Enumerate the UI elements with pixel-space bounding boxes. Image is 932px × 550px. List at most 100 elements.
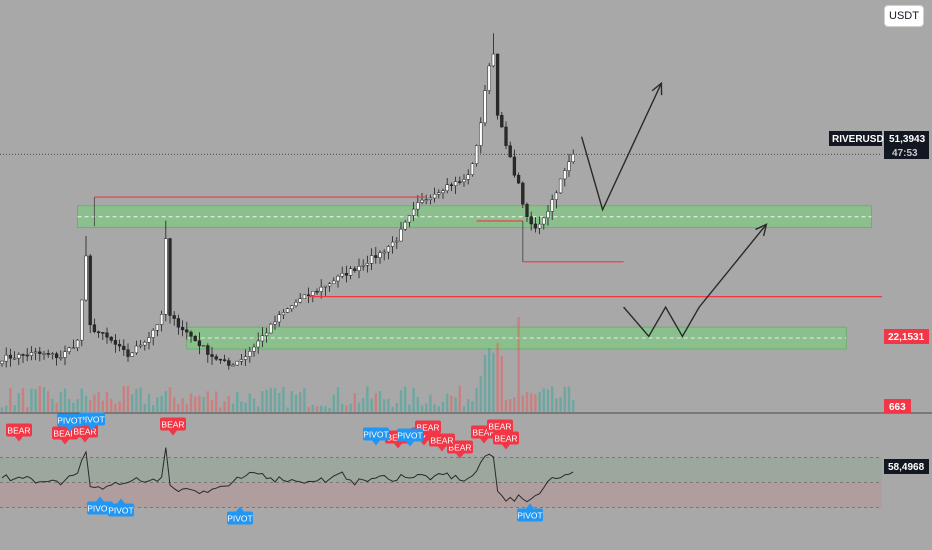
candle-body: [403, 221, 407, 230]
candle-body: [483, 90, 487, 124]
candle-body: [374, 255, 378, 258]
candle-body: [222, 359, 227, 361]
candle-body: [399, 228, 403, 242]
volume-bar: [294, 394, 298, 412]
candle-body: [449, 184, 454, 186]
candle-body: [231, 364, 235, 367]
volume-bar: [328, 407, 331, 412]
candle-body: [424, 199, 428, 201]
bear-tag-pointer: [81, 437, 89, 443]
price-pane: [0, 33, 882, 412]
candle-body: [285, 308, 290, 313]
volume-bar: [395, 402, 398, 412]
volume-bar: [425, 403, 428, 412]
volume-bar: [118, 401, 121, 412]
volume-bar: [525, 392, 529, 412]
candle-body: [458, 181, 462, 183]
volume-bar: [299, 392, 302, 412]
volume-bar: [374, 393, 377, 412]
volume-bar: [30, 388, 33, 412]
pivot-tag-label: PIVOT: [108, 506, 134, 516]
pivot-tag-pointer: [406, 441, 414, 447]
volume-bar: [59, 391, 62, 412]
volume-bar: [47, 391, 50, 412]
volume-bar: [404, 386, 407, 412]
pivot-tag: PIVOT: [108, 498, 134, 517]
candle-body: [340, 273, 344, 277]
volume-bar: [110, 398, 113, 412]
volume-bar: [517, 317, 520, 412]
pivot-tag-label: PIVOT: [57, 416, 83, 426]
candle-body: [8, 354, 13, 359]
volume-bar: [336, 387, 340, 412]
candle-body: [306, 294, 311, 297]
candle-body: [369, 255, 374, 264]
volume-bar: [206, 391, 209, 412]
candle-body: [126, 349, 130, 357]
volume-bar: [546, 389, 550, 412]
candle-body: [201, 345, 206, 347]
candle-body: [164, 238, 168, 315]
volume-bar: [122, 386, 125, 412]
candle-body: [260, 335, 265, 342]
volume-bar: [135, 388, 138, 412]
volume-bar: [202, 396, 205, 412]
candle-body: [466, 174, 470, 180]
candle-body: [71, 347, 76, 349]
oscillator-pane: BEAR BEARBEARBEARBEARBEARBEARBEARBEARBEAR…: [0, 412, 932, 525]
candle-body: [92, 324, 97, 332]
candle-body: [357, 266, 361, 271]
candle-body: [80, 299, 84, 341]
volume-bar: [68, 399, 71, 412]
pivot-tag: PIVOT: [57, 413, 83, 432]
volume-bar: [236, 392, 239, 412]
bear-tag-box: [6, 423, 32, 437]
volume-bar: [450, 395, 453, 412]
volume-bar: [483, 355, 487, 412]
bear-tag: BEAR: [6, 423, 32, 442]
candle-body: [273, 321, 277, 325]
candle-body: [302, 294, 307, 299]
level-label-bg: [884, 329, 929, 344]
pivot-tag-pointer: [372, 440, 380, 446]
candle-body: [59, 357, 63, 359]
volume-bar: [215, 391, 218, 412]
candle-body: [239, 359, 244, 362]
candle-body: [147, 337, 151, 343]
candle-body: [168, 238, 172, 316]
currency-button[interactable]: USDT: [884, 5, 924, 27]
candle-body: [390, 241, 395, 247]
volume-bar: [252, 398, 256, 412]
volume-bar: [139, 387, 142, 412]
volume-bar: [534, 394, 537, 412]
oscillator-label: 58,4968: [888, 462, 925, 473]
candle-body: [84, 255, 88, 301]
volume-bar: [467, 398, 470, 412]
bear-tag-label: BEAR: [494, 434, 517, 444]
volume-bar: [290, 391, 293, 412]
bear-tag-label: BEAR: [73, 427, 96, 437]
volume-bar: [311, 405, 314, 412]
volume-bar: [332, 394, 335, 412]
volume-bar: [143, 403, 146, 412]
volume-bar: [17, 392, 20, 412]
volume-bar: [152, 405, 155, 412]
pivot-tag: PIVOT: [227, 506, 253, 525]
volume-bar: [89, 400, 92, 412]
volume-bar: [353, 393, 356, 412]
volume-bar: [34, 389, 37, 412]
candle-body: [474, 145, 479, 164]
bear-tag: BEAR: [493, 431, 519, 450]
candle-body: [256, 340, 260, 348]
candle-body: [479, 122, 483, 146]
bear-tag: BEAR: [52, 426, 78, 445]
candle-body: [432, 193, 437, 199]
volume-bar: [366, 386, 369, 412]
volume-bar: [370, 398, 373, 412]
volume-bar: [492, 352, 495, 412]
candle-body: [185, 329, 189, 333]
candle-body: [550, 199, 554, 212]
candle-body: [504, 126, 508, 146]
candle-body: [105, 332, 109, 338]
